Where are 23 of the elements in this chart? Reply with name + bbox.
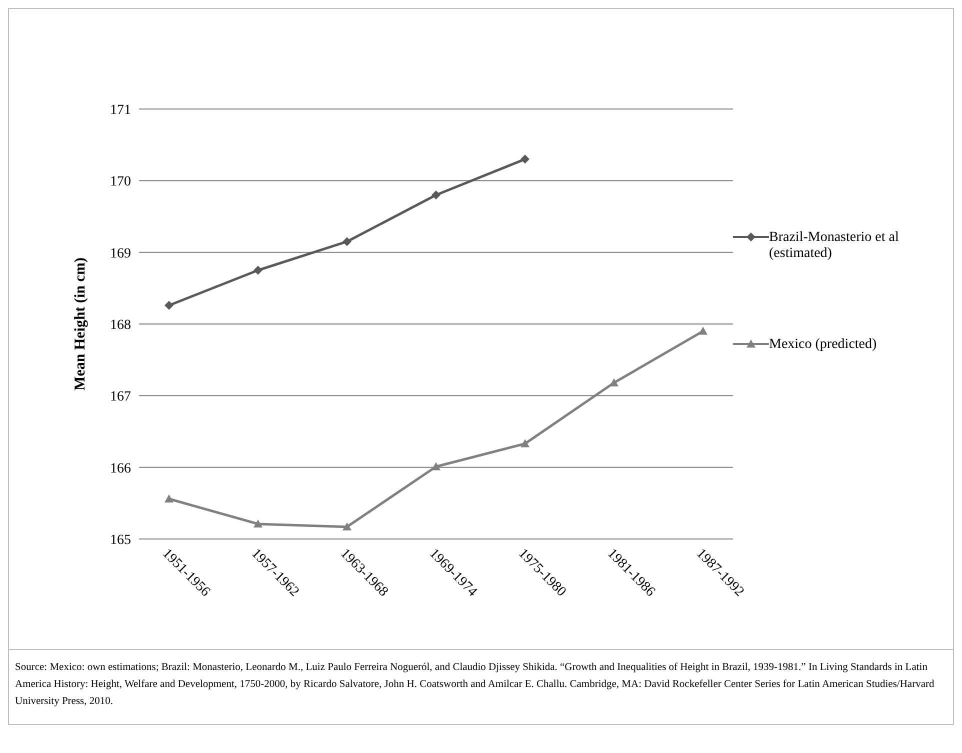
legend-label: Brazil-Monasterio et al (estimated) — [769, 230, 900, 262]
point — [342, 237, 352, 246]
legend-label: Mexico (predicted) — [769, 337, 877, 353]
point — [164, 300, 174, 310]
point — [432, 190, 440, 200]
point — [342, 522, 352, 530]
point — [432, 462, 440, 470]
source-note: Source: Mexico: own estimations; Brazil: Monasterio, Leonardo M., Luiz Paulo Ferreira Nogueról, and Claudio Djissey Shikida. “Growth and Inequalities of Height in Brazil, 1939-1981.” In Living Standards in Latin America History: Height, Welfare and Development, 1750-2000, by Ricardo Salvatore, John H. Coatsworth and Amilcar E. Challu. Cambridge, MA: David Rockefeller Center Series for Latin American Studies/Harvard University Press, 2010. — [15, 661, 936, 709]
point — [610, 378, 618, 386]
y-tick-label: 171 — [110, 102, 131, 118]
point — [254, 519, 262, 528]
y-tick-label: 170 — [110, 174, 131, 190]
point — [520, 439, 530, 448]
y-tick-label: 167 — [110, 390, 131, 405]
y-tick-label: 168 — [110, 318, 131, 333]
point — [164, 494, 174, 502]
point — [520, 154, 530, 164]
y-tick-label: 169 — [110, 246, 131, 262]
y-tick-label: 165 — [110, 532, 131, 548]
point — [698, 326, 708, 335]
y-axis-title: Mean Height (in cm) — [72, 258, 88, 390]
y-tick-label: 166 — [110, 461, 131, 476]
point — [254, 266, 262, 275]
